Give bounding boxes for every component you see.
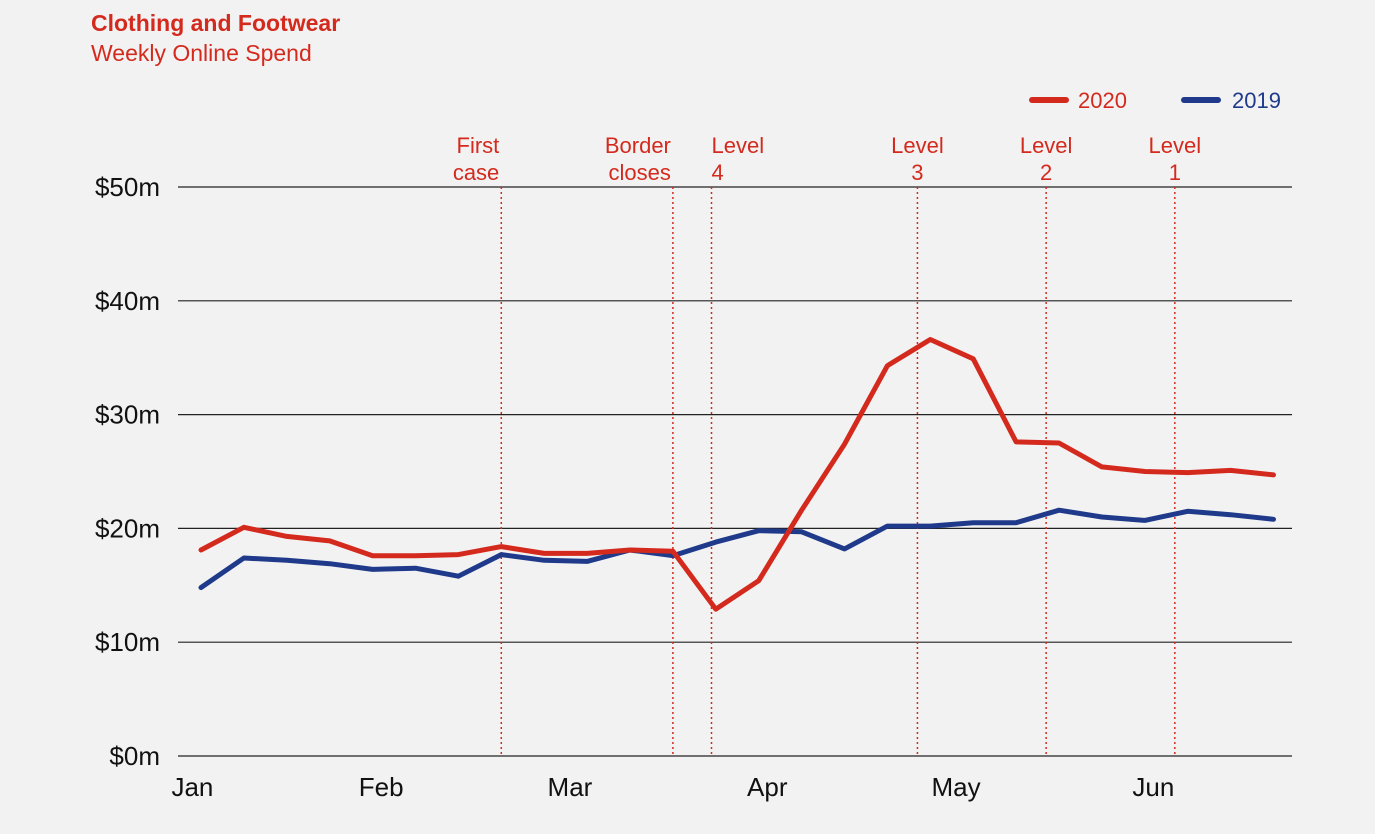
event-label: 2: [1040, 160, 1052, 185]
y-tick-label: $30m: [95, 400, 160, 430]
event-label: 3: [911, 160, 923, 185]
event-label: 4: [712, 160, 724, 185]
event-markers: FirstcaseBorderclosesLevel4Level3Level2L…: [453, 133, 1201, 756]
x-tick-label: Jan: [171, 772, 213, 802]
event-label: Level: [891, 133, 944, 158]
y-tick-label: $20m: [95, 513, 160, 543]
chart-subtitle: Weekly Online Spend: [91, 40, 312, 66]
legend-label: 2019: [1232, 88, 1281, 113]
event-label: closes: [609, 160, 671, 185]
legend-label: 2020: [1078, 88, 1127, 113]
x-tick-label: May: [931, 772, 980, 802]
event-label: 1: [1169, 160, 1181, 185]
event-label: First: [457, 133, 500, 158]
x-axis: Jan Feb Mar Apr May Jun: [171, 772, 1174, 802]
y-tick-label: $0m: [109, 741, 160, 771]
x-tick-label: Mar: [548, 772, 593, 802]
event-label: Level: [712, 133, 765, 158]
x-tick-label: Apr: [747, 772, 788, 802]
event-label: Level: [1149, 133, 1202, 158]
x-tick-label: Feb: [359, 772, 404, 802]
y-tick-label: $50m: [95, 172, 160, 202]
legend: 2020 2019: [1029, 88, 1281, 113]
y-tick-label: $40m: [95, 286, 160, 316]
y-axis: $0m $10m $20m $30m $40m $50m: [95, 172, 160, 771]
event-label: Level: [1020, 133, 1073, 158]
x-tick-label: Jun: [1132, 772, 1174, 802]
y-tick-label: $10m: [95, 627, 160, 657]
grid-lines: [178, 186, 1292, 757]
series-line-2020: [198, 337, 1276, 612]
event-label: Border: [605, 133, 671, 158]
chart-title: Clothing and Footwear: [91, 10, 341, 36]
series-line-2019: [198, 507, 1276, 591]
event-label: case: [453, 160, 499, 185]
series-lines: [198, 337, 1276, 612]
